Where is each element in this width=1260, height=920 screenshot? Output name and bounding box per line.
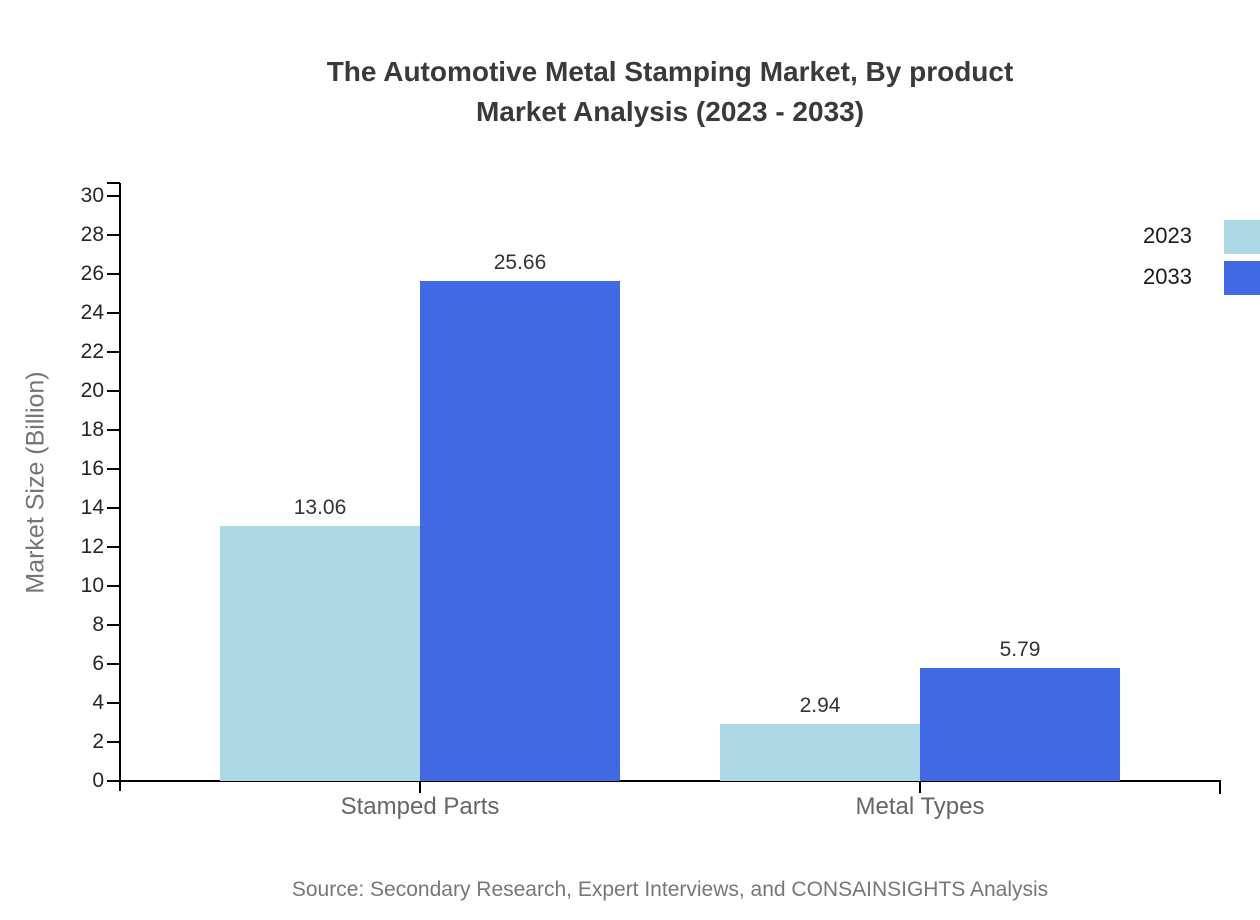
y-axis-tick bbox=[107, 702, 120, 704]
y-axis-tick bbox=[107, 273, 120, 275]
y-axis-tick-label: 8 bbox=[92, 613, 104, 636]
legend-swatch-2023 bbox=[1224, 220, 1260, 254]
y-axis-tick bbox=[107, 585, 120, 587]
chart-title-line1: The Automotive Metal Stamping Market, By… bbox=[326, 56, 1014, 87]
y-axis-tick-label: 2 bbox=[92, 730, 104, 753]
category-label: Stamped Parts bbox=[340, 793, 500, 820]
y-axis-tick bbox=[107, 663, 120, 665]
chart-title: The Automotive Metal Stamping Market, By… bbox=[120, 52, 1220, 132]
bar-value-label: 5.79 bbox=[999, 638, 1041, 662]
y-axis-end-cap bbox=[107, 182, 120, 184]
y-axis-tick-label: 14 bbox=[80, 496, 104, 519]
x-axis-end-cap bbox=[1219, 780, 1221, 794]
x-axis-tick bbox=[919, 782, 921, 793]
y-axis-tick bbox=[107, 741, 120, 743]
y-axis-tick-label: 6 bbox=[92, 652, 104, 675]
legend-label-2023: 2023 bbox=[1143, 223, 1192, 248]
y-axis-tick-label: 26 bbox=[80, 262, 104, 285]
source-attribution: Source: Secondary Research, Expert Inter… bbox=[291, 878, 1049, 901]
y-axis-tick bbox=[107, 390, 120, 392]
y-axis-tick-label: 28 bbox=[80, 223, 104, 246]
y-axis-tick-label: 18 bbox=[80, 418, 104, 441]
y-axis-tick-label: 10 bbox=[80, 574, 104, 597]
bar-2023-stamped-parts bbox=[220, 526, 420, 781]
y-axis-tick bbox=[107, 234, 120, 236]
y-axis-tick bbox=[107, 624, 120, 626]
bar-value-label: 2.94 bbox=[799, 693, 841, 717]
y-axis-tick-label: 12 bbox=[80, 535, 104, 558]
y-axis-tick-label: 4 bbox=[92, 691, 104, 714]
y-axis-tick bbox=[107, 780, 120, 782]
x-axis-line bbox=[119, 780, 1221, 782]
legend-swatch-2033 bbox=[1224, 261, 1260, 295]
y-axis-tick bbox=[107, 429, 120, 431]
y-axis-tick-label: 22 bbox=[80, 340, 104, 363]
y-axis-tick-label: 16 bbox=[80, 457, 104, 480]
y-axis-tick-label: 24 bbox=[80, 301, 104, 324]
y-axis-tick bbox=[107, 195, 120, 197]
x-axis-tick bbox=[419, 782, 421, 793]
bar-value-label: 13.06 bbox=[293, 496, 347, 520]
y-axis-tick-label: 0 bbox=[92, 769, 104, 792]
y-axis-tick bbox=[107, 507, 120, 509]
chart-title-line2: Market Analysis (2023 - 2033) bbox=[475, 96, 865, 127]
y-axis-tick bbox=[107, 468, 120, 470]
y-axis-tick bbox=[107, 312, 120, 314]
y-axis-title: Market Size (Billion) bbox=[21, 183, 51, 781]
bar-2023-metal-types bbox=[720, 723, 920, 781]
bar-2033-stamped-parts bbox=[420, 280, 620, 781]
y-axis-tick bbox=[107, 546, 120, 548]
category-label: Metal Types bbox=[855, 793, 985, 820]
legend-label-2033: 2033 bbox=[1143, 264, 1192, 289]
y-axis-tick-label: 20 bbox=[80, 379, 104, 402]
y-axis-tick bbox=[107, 351, 120, 353]
y-axis-tick-label: 30 bbox=[80, 184, 104, 207]
bar-2033-metal-types bbox=[920, 668, 1120, 781]
bar-value-label: 25.66 bbox=[493, 250, 547, 274]
y-axis-line bbox=[119, 183, 121, 791]
y-axis-title-text: Market Size (Billion) bbox=[21, 370, 50, 594]
